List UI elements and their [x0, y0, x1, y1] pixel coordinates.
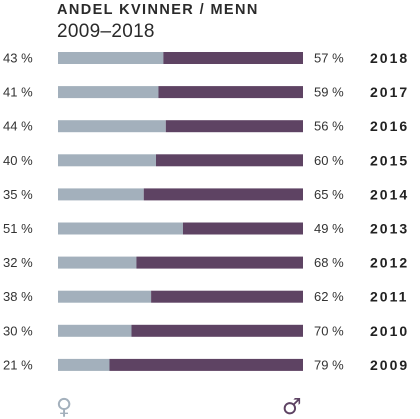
bar-women-2013: [58, 222, 183, 235]
chart-subtitle: 2009–2018: [57, 21, 155, 42]
label-year-2012: 2012: [370, 255, 409, 271]
bar-women-2015: [58, 154, 156, 167]
label-women-2009: 21 %: [3, 357, 33, 372]
bar-women-2011: [58, 290, 152, 303]
label-year-2011: 2011: [370, 289, 408, 305]
bar-men-2018: [163, 52, 303, 64]
bar-women-2012: [58, 256, 137, 269]
bar-men-2015: [156, 154, 303, 167]
label-men-2015: 60 %: [314, 153, 344, 168]
bar-women-2018: [58, 52, 164, 64]
bar-men-2013: [182, 222, 303, 235]
chart-title: ANDEL KVINNER / MENN: [57, 2, 259, 18]
female-symbol-icon: ♀: [56, 395, 72, 419]
bar-men-2017: [158, 86, 303, 99]
label-women-2010: 30 %: [3, 323, 33, 338]
label-women-2014: 35 %: [3, 187, 33, 202]
label-men-2016: 56 %: [314, 119, 344, 134]
male-symbol-icon: ♂: [282, 395, 302, 419]
label-year-2017: 2017: [370, 84, 409, 100]
label-women-2017: 41 %: [3, 85, 33, 100]
label-men-2013: 49 %: [314, 221, 344, 236]
label-women-2013: 51 %: [3, 221, 33, 236]
bar-women-2010: [58, 324, 132, 337]
bar-men-2010: [131, 324, 303, 337]
label-year-2015: 2015: [370, 152, 409, 168]
bar-women-2017: [58, 86, 159, 99]
label-women-2011: 38 %: [3, 289, 33, 304]
label-women-2016: 44 %: [3, 119, 33, 134]
bar-women-2014: [58, 188, 144, 201]
label-men-2010: 70 %: [314, 323, 344, 338]
label-men-2017: 59 %: [314, 85, 344, 100]
label-men-2011: 62 %: [314, 289, 344, 304]
bar-men-2011: [151, 290, 303, 303]
bar-men-2016: [165, 120, 303, 133]
bar-women-2016: [58, 120, 166, 133]
bar-men-2009: [109, 358, 303, 371]
label-year-2014: 2014: [370, 186, 409, 202]
label-year-2010: 2010: [370, 323, 409, 339]
bar-women-2009: [58, 358, 110, 371]
label-women-2012: 32 %: [3, 255, 33, 270]
label-men-2009: 79 %: [314, 357, 344, 372]
bar-men-2014: [143, 188, 303, 201]
label-year-2018: 2018: [370, 50, 409, 66]
label-men-2012: 68 %: [314, 255, 344, 270]
label-men-2018: 57 %: [314, 51, 344, 66]
label-women-2018: 43 %: [3, 51, 33, 66]
label-women-2015: 40 %: [3, 153, 33, 168]
label-year-2016: 2016: [370, 118, 409, 134]
label-year-2009: 2009: [370, 357, 409, 373]
label-year-2013: 2013: [370, 221, 409, 237]
bar-men-2012: [136, 256, 303, 269]
label-men-2014: 65 %: [314, 187, 344, 202]
